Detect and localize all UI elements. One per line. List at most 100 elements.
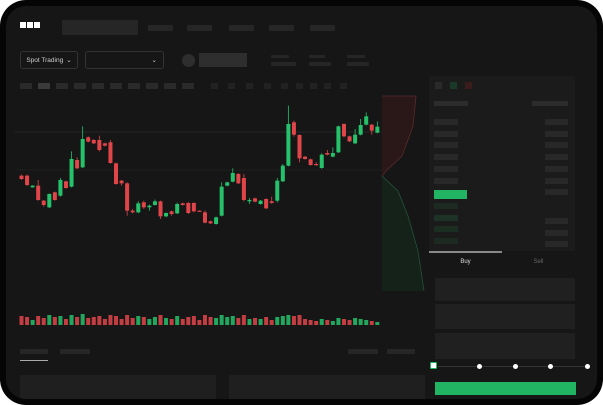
candle-body (102, 143, 107, 146)
nav-item[interactable] (187, 25, 212, 31)
spot-trading-dropdown[interactable]: Spot Trading ⌄ (20, 51, 78, 69)
candle-body (319, 154, 324, 168)
ask-amount (545, 119, 568, 125)
search-bar[interactable] (62, 20, 138, 35)
volume-bar (308, 320, 313, 325)
chart-tool-icon[interactable] (310, 83, 317, 89)
timeframe-button[interactable] (92, 83, 104, 89)
volume-bar (52, 317, 57, 325)
ask-depth-line (381, 95, 417, 177)
mode-label: Spot Trading (26, 56, 64, 64)
nav-item[interactable] (269, 25, 294, 31)
timeframe-button[interactable] (164, 83, 176, 89)
slider-stop[interactable] (512, 364, 518, 369)
order-book-view-icon[interactable] (465, 82, 472, 89)
candle-body (330, 153, 335, 157)
volume-bar (214, 318, 219, 325)
candle-body (364, 116, 369, 125)
candle-body (97, 140, 102, 150)
ask-depth-area (382, 96, 416, 176)
volume-bar (319, 319, 324, 325)
volume-bar (152, 317, 157, 325)
tab-order-history[interactable] (60, 349, 90, 354)
slider-stop[interactable] (547, 364, 553, 369)
candle-body (202, 212, 207, 223)
candlestick-chart (15, 95, 425, 325)
buy-submit-button[interactable] (435, 382, 576, 395)
chart-tool-icon[interactable] (264, 83, 271, 89)
chart-tool-icon[interactable] (228, 83, 235, 89)
candle-body (52, 192, 57, 200)
candle-body (186, 203, 191, 213)
volume-bar (30, 320, 35, 325)
volume-bar (236, 318, 241, 325)
candle-body (214, 217, 219, 224)
price-input[interactable] (435, 278, 575, 301)
pair-dropdown[interactable]: ⌄ (85, 51, 164, 69)
candle-body (336, 126, 341, 153)
timeframe-button[interactable] (110, 83, 122, 89)
price-value (199, 53, 247, 67)
ask-amount (545, 130, 568, 137)
candle-body (19, 175, 24, 179)
candle-body (80, 139, 85, 168)
volume-bar (369, 321, 374, 325)
filter-button[interactable] (348, 349, 378, 354)
timeframe-button[interactable] (56, 83, 68, 89)
slider-stop[interactable] (476, 364, 482, 369)
nav-item[interactable] (148, 25, 173, 31)
candle-body (219, 186, 224, 216)
timeframe-button[interactable] (74, 83, 86, 89)
volume-bar (202, 315, 207, 325)
order-book-view-icon[interactable] (435, 82, 442, 89)
volume-bar (175, 316, 180, 325)
bid-depth-line (381, 175, 425, 292)
chevron-down-icon: ⌄ (151, 57, 157, 64)
candle-body (347, 136, 352, 142)
volume-bar (230, 316, 235, 325)
volume-bar (358, 319, 363, 325)
volume-bar (136, 316, 141, 325)
candle-body (241, 178, 246, 200)
volume-bar (91, 317, 96, 325)
volume-bar (36, 316, 41, 325)
candle-body (341, 124, 346, 137)
volume-bar (347, 320, 352, 325)
volume-bar (141, 317, 146, 325)
volume-bar (280, 316, 285, 325)
nav-item[interactable] (229, 25, 254, 31)
chart-tool-icon[interactable] (324, 83, 331, 89)
chart-tool-icon[interactable] (246, 83, 253, 89)
chart-tool-icon[interactable] (211, 83, 218, 89)
slider-stop[interactable] (429, 362, 437, 369)
timeframe-button[interactable] (182, 83, 194, 89)
timeframe-button[interactable] (20, 83, 32, 89)
filter-button[interactable] (387, 349, 415, 354)
candle-body (164, 213, 169, 217)
volume-bar (303, 319, 308, 325)
timeframe-button[interactable] (128, 83, 140, 89)
timeframe-button[interactable] (38, 83, 50, 89)
tab-sell[interactable]: Sell (533, 259, 544, 265)
timeframe-button[interactable] (146, 83, 158, 89)
order-book-view-icon[interactable] (450, 82, 457, 89)
chart-tool-icon[interactable] (296, 83, 303, 89)
candle-body (247, 200, 252, 202)
okx-logo (20, 22, 40, 28)
total-input[interactable] (435, 333, 575, 359)
bid-price (434, 226, 458, 233)
volume-bar (19, 316, 24, 325)
ask-price (434, 165, 458, 172)
volume-bar (219, 315, 224, 325)
tab-buy[interactable]: Buy (460, 259, 471, 265)
tab-open-orders[interactable] (20, 349, 48, 354)
candle-body (353, 134, 358, 144)
amount-input[interactable] (435, 304, 575, 329)
nav-item[interactable] (310, 25, 335, 31)
chart-tool-icon[interactable] (281, 83, 288, 89)
chart-tool-icon[interactable] (340, 83, 347, 89)
volume-bar (353, 318, 358, 325)
candle-body (191, 203, 196, 212)
slider-stop[interactable] (584, 364, 590, 369)
